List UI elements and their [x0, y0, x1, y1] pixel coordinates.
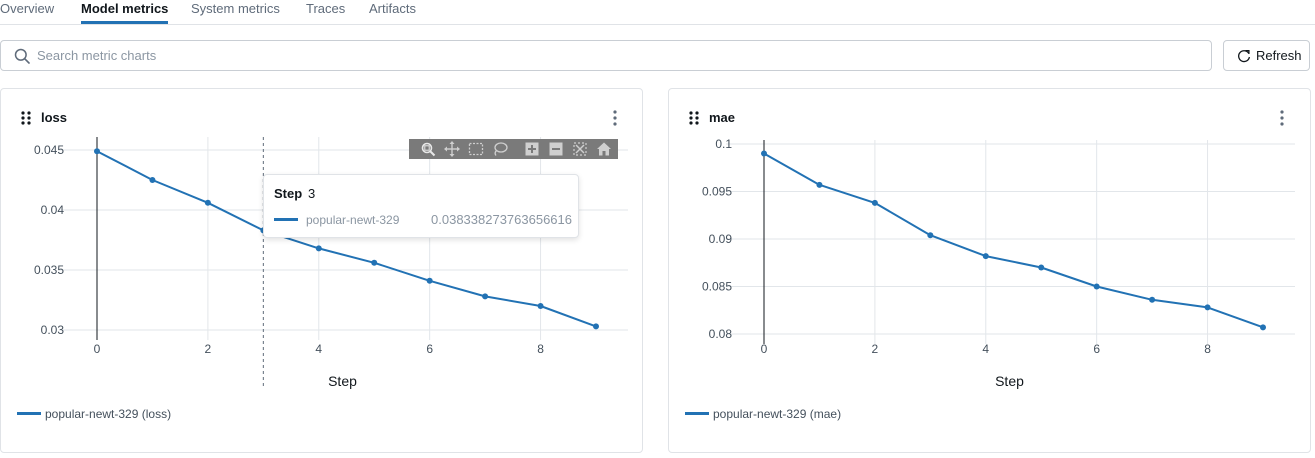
drag-handle-icon[interactable]	[20, 111, 32, 125]
more-options-icon[interactable]	[610, 109, 620, 127]
y-tick-label: 0.085	[702, 280, 732, 294]
x-tick-label: 0	[761, 342, 768, 356]
box-select-icon[interactable]	[468, 141, 484, 157]
y-tick-label: 0.1	[715, 137, 732, 151]
autoscale-icon[interactable]	[572, 141, 588, 157]
tab-artifacts[interactable]: Artifacts	[369, 1, 416, 16]
x-tick-label: 2	[872, 342, 879, 356]
y-tick-label: 0.03	[41, 323, 65, 337]
loss-chart[interactable]: 0.03 0.035 0.04 0.045 0 2 4 6 8 Step	[1, 89, 642, 452]
x-tick-label: 2	[205, 342, 212, 356]
chart-title: loss	[41, 110, 68, 125]
zoom-out-icon[interactable]	[548, 141, 564, 157]
x-axis-title: Step	[995, 373, 1024, 389]
chart-card-loss: loss 0.03 0.035 0.04 0.045 0 2 4 6 8 Step	[0, 88, 643, 453]
tab-traces[interactable]: Traces	[306, 1, 346, 16]
y-tick-label: 0.035	[34, 263, 64, 277]
y-tick-label: 0.04	[41, 203, 65, 217]
tab-bar: Overview Model metrics System metrics Tr…	[0, 0, 1315, 25]
data-point	[593, 323, 599, 330]
pan-icon[interactable]	[444, 141, 460, 157]
data-point	[1149, 296, 1156, 303]
search-box	[0, 40, 1212, 71]
x-tick-label: 6	[426, 342, 433, 356]
legend-swatch	[685, 412, 709, 415]
x-axis-title: Step	[328, 373, 357, 389]
y-tick-label: 0.08	[709, 327, 733, 341]
drag-handle-icon[interactable]	[688, 111, 700, 125]
x-tick-label: 4	[315, 342, 322, 356]
data-point	[537, 303, 544, 309]
tooltip-run-name: popular-newt-329	[306, 213, 400, 227]
reset-axes-icon[interactable]	[596, 141, 612, 157]
legend-swatch	[17, 412, 41, 415]
x-tick-label: 8	[537, 342, 544, 356]
data-point	[982, 253, 989, 260]
search-input[interactable]	[37, 45, 1197, 66]
tab-overview[interactable]: Overview	[0, 1, 55, 16]
data-point	[1093, 283, 1100, 290]
y-tick-label: 0.045	[34, 143, 64, 157]
data-point	[761, 150, 767, 157]
data-point	[94, 148, 100, 155]
legend-label: popular-newt-329 (mae)	[713, 407, 842, 421]
data-point	[149, 177, 156, 183]
lasso-icon[interactable]	[492, 141, 508, 157]
x-tick-label: 4	[982, 342, 989, 356]
data-point	[371, 259, 378, 266]
tooltip-step-value: 3	[308, 186, 316, 201]
data-point	[204, 199, 211, 206]
plot-toolbar	[409, 139, 618, 159]
tab-model-metrics[interactable]: Model metrics	[81, 0, 169, 24]
chart-card-mae: mae 0.08 0.085 0.09 0.095 0.1 0 2 4 6 8 Step popul…	[668, 88, 1311, 453]
tab-system-metrics[interactable]: System metrics	[191, 1, 280, 16]
data-point	[426, 277, 433, 284]
zoom-in-icon[interactable]	[524, 141, 540, 157]
x-tick-label: 8	[1204, 342, 1211, 356]
data-point	[871, 199, 878, 206]
data-point	[1038, 264, 1045, 271]
mae-chart[interactable]: 0.08 0.085 0.09 0.095 0.1 0 2 4 6 8 Step	[669, 89, 1310, 452]
tooltip-value: 0.038338273763656616	[431, 212, 572, 227]
data-point	[315, 245, 322, 252]
chart-title: mae	[709, 110, 736, 125]
refresh-button[interactable]: Refresh	[1223, 40, 1310, 71]
y-tick-label: 0.095	[702, 185, 732, 199]
data-point	[1260, 324, 1266, 331]
x-tick-label: 0	[94, 342, 101, 356]
data-point	[1204, 304, 1211, 311]
data-point	[482, 293, 489, 300]
data-point	[927, 232, 934, 239]
refresh-label: Refresh	[1256, 48, 1302, 63]
tooltip-series-swatch	[274, 218, 298, 221]
series-line	[96, 150, 597, 328]
search-icon	[14, 48, 30, 64]
hover-tooltip: Step 3 popular-newt-329 0.03833827376365…	[263, 174, 579, 238]
more-options-icon[interactable]	[1277, 109, 1287, 127]
y-tick-label: 0.09	[709, 232, 733, 246]
series-line	[763, 152, 1264, 329]
data-point	[816, 181, 823, 188]
zoom-icon[interactable]	[420, 141, 436, 157]
x-tick-label: 6	[1093, 342, 1100, 356]
tooltip-step-label: Step	[274, 186, 303, 201]
legend-label: popular-newt-329 (loss)	[45, 407, 172, 421]
refresh-icon	[1238, 49, 1251, 63]
